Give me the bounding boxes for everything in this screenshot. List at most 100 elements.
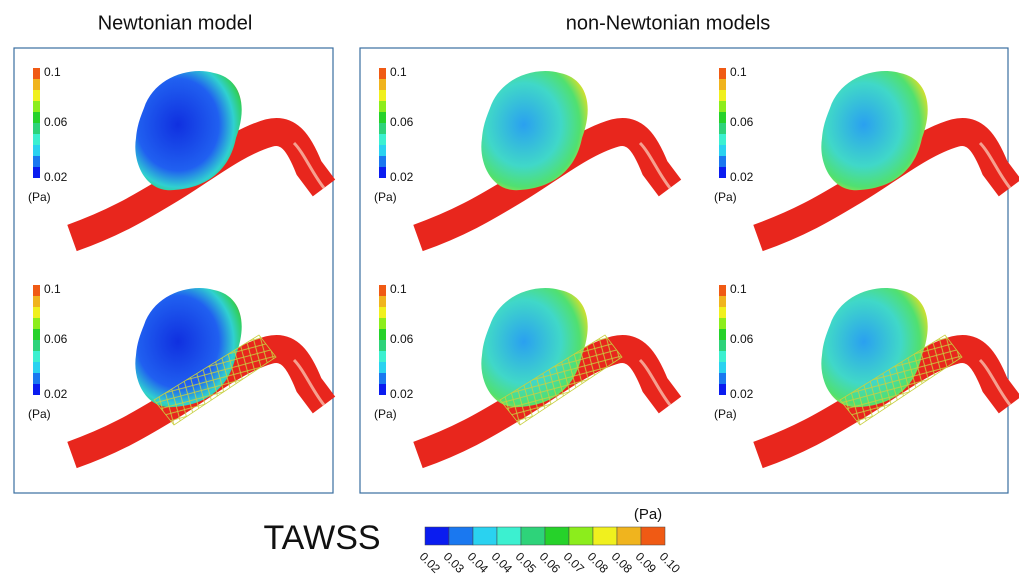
legend-swatch bbox=[33, 145, 40, 156]
colorbar-segment bbox=[521, 527, 545, 545]
colorbar-label: 0.04 bbox=[465, 549, 492, 576]
legend-label: 0.06 bbox=[44, 332, 68, 346]
legend-swatch bbox=[33, 101, 40, 112]
colorbar-label: 0.08 bbox=[585, 549, 612, 576]
legend-swatch bbox=[379, 373, 386, 384]
panel: 0.10.060.02(Pa) bbox=[28, 282, 324, 455]
colorbar: 0.020.030.040.040.050.060.070.080.080.09… bbox=[417, 527, 684, 576]
legend-swatch bbox=[33, 329, 40, 340]
legend-swatch bbox=[33, 307, 40, 318]
legend-swatch bbox=[33, 318, 40, 329]
legend-swatch bbox=[33, 384, 40, 395]
legend-swatch bbox=[719, 123, 726, 134]
legend-swatch bbox=[379, 362, 386, 373]
legend-swatch bbox=[719, 340, 726, 351]
colorbar-label: 0.08 bbox=[609, 549, 636, 576]
colorbar-label: 0.06 bbox=[537, 549, 564, 576]
colorbar-segment bbox=[497, 527, 521, 545]
legend-swatch bbox=[379, 340, 386, 351]
legend-unit: (Pa) bbox=[714, 190, 737, 204]
panel: 0.10.060.02(Pa) bbox=[374, 65, 670, 238]
colorbar-label: 0.09 bbox=[633, 549, 660, 576]
legend-label: 0.02 bbox=[390, 170, 414, 184]
legend-swatch bbox=[379, 329, 386, 340]
legend-swatch bbox=[33, 167, 40, 178]
colorbar-segment bbox=[593, 527, 617, 545]
legend-swatch bbox=[719, 134, 726, 145]
legend-label: 0.02 bbox=[730, 387, 754, 401]
legend-swatch bbox=[719, 101, 726, 112]
colorbar-label: 0.04 bbox=[489, 549, 516, 576]
legend-label: 0.06 bbox=[390, 115, 414, 129]
legend-swatch bbox=[719, 285, 726, 296]
legend-swatch bbox=[719, 318, 726, 329]
legend-swatch bbox=[33, 351, 40, 362]
legend-swatch bbox=[379, 68, 386, 79]
panels: 0.1 0.06 0.02 (Pa) 0.1 0.06 0.02 (Pa) 0.1 0.06 0.0… bbox=[28, 65, 1010, 455]
legend-label: 0.1 bbox=[730, 282, 747, 296]
legend-swatch bbox=[33, 134, 40, 145]
legend-swatch bbox=[719, 167, 726, 178]
legend-swatch bbox=[719, 145, 726, 156]
legend-swatch bbox=[719, 90, 726, 101]
legend-swatch bbox=[379, 90, 386, 101]
panel: 0.1 0.06 0.02 (Pa) bbox=[28, 65, 324, 238]
left-title: Newtonian model bbox=[98, 12, 253, 34]
legend-swatch bbox=[33, 123, 40, 134]
legend-swatch bbox=[719, 362, 726, 373]
legend-unit: (Pa) bbox=[28, 190, 51, 204]
legend-swatch bbox=[379, 351, 386, 362]
colorbar-label: 0.02 bbox=[417, 549, 444, 576]
right-title: non-Newtonian models bbox=[566, 12, 771, 34]
legend-label: 0.1 bbox=[44, 65, 61, 79]
panel: 0.1 0.06 0.02 (Pa) bbox=[714, 65, 1010, 238]
legend-swatch bbox=[719, 156, 726, 167]
legend-swatch bbox=[33, 68, 40, 79]
legend-swatch bbox=[33, 296, 40, 307]
colorbar-title: TAWSS bbox=[263, 519, 380, 557]
panel: 0.10.060.02(Pa) bbox=[374, 282, 670, 455]
legend-swatch bbox=[379, 384, 386, 395]
legend-label: 0.02 bbox=[730, 170, 754, 184]
legend-swatch bbox=[379, 167, 386, 178]
legend-swatch bbox=[33, 112, 40, 123]
legend-label: 0.02 bbox=[390, 387, 414, 401]
colorbar-segment bbox=[473, 527, 497, 545]
legend-unit: (Pa) bbox=[374, 407, 397, 421]
legend-swatch bbox=[379, 156, 386, 167]
colorbar-segment bbox=[617, 527, 641, 545]
legend-swatch bbox=[33, 285, 40, 296]
colorbar-label: 0.07 bbox=[561, 549, 588, 576]
legend-label: 0.1 bbox=[730, 65, 747, 79]
legend-swatch bbox=[33, 373, 40, 384]
legend-swatch bbox=[719, 373, 726, 384]
legend-label: 0.06 bbox=[730, 115, 754, 129]
colorbar-segment bbox=[641, 527, 665, 545]
legend-swatch bbox=[379, 296, 386, 307]
legend-label: 0.06 bbox=[44, 115, 68, 129]
legend-swatch bbox=[33, 79, 40, 90]
legend-swatch bbox=[379, 79, 386, 90]
legend-label: 0.02 bbox=[44, 170, 68, 184]
legend-swatch bbox=[379, 285, 386, 296]
colorbar-segment bbox=[449, 527, 473, 545]
colorbar-segment bbox=[545, 527, 569, 545]
aneurysm bbox=[135, 71, 241, 190]
colorbar-label: 0.10 bbox=[657, 549, 684, 576]
panel: 0.10.060.02(Pa) bbox=[714, 282, 1010, 455]
colorbar-segment bbox=[569, 527, 593, 545]
colorbar-label: 0.05 bbox=[513, 549, 540, 576]
legend-swatch bbox=[379, 123, 386, 134]
legend-label: 0.06 bbox=[390, 332, 414, 346]
legend-swatch bbox=[33, 90, 40, 101]
colorbar-label: 0.03 bbox=[441, 549, 468, 576]
legend-swatch bbox=[379, 101, 386, 112]
legend-swatch bbox=[719, 68, 726, 79]
legend-swatch bbox=[719, 307, 726, 318]
legend-swatch bbox=[379, 307, 386, 318]
legend-unit: (Pa) bbox=[714, 407, 737, 421]
legend-swatch bbox=[33, 156, 40, 167]
legend-swatch bbox=[719, 384, 726, 395]
aneurysm bbox=[821, 71, 927, 190]
legend-swatch bbox=[379, 145, 386, 156]
